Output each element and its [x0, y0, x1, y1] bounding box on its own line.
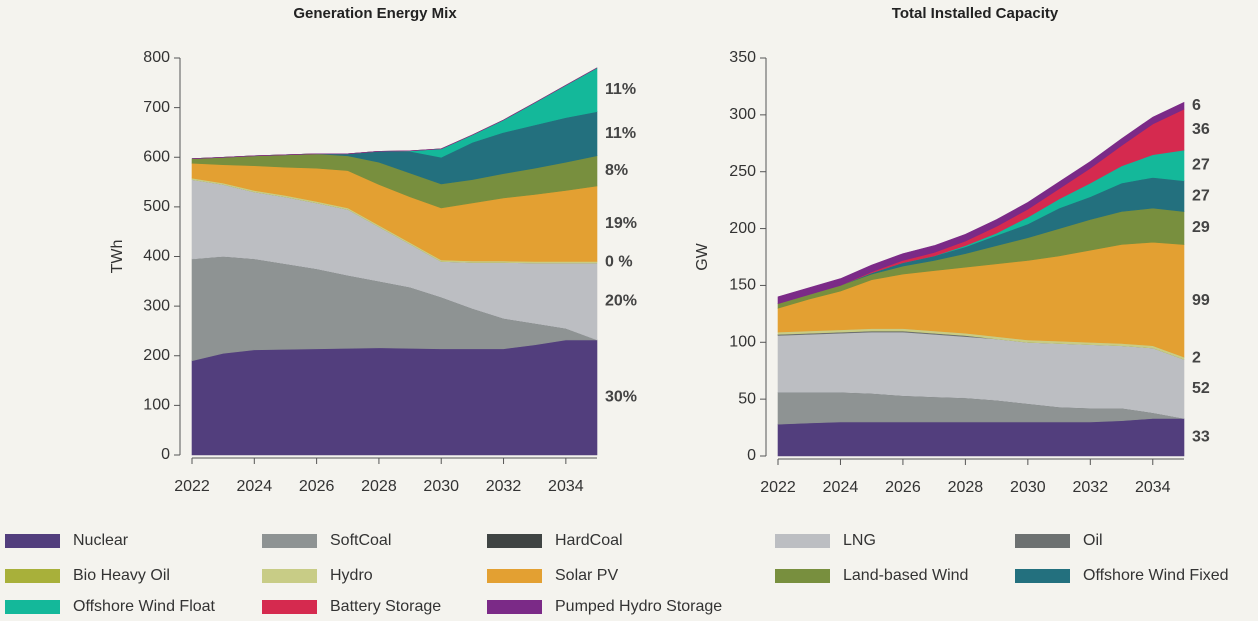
legend-swatch	[5, 569, 60, 583]
y-axis-label: GW	[694, 242, 711, 270]
end-label: 27	[1192, 157, 1210, 174]
y-tick-label: 700	[143, 99, 170, 116]
end-label: 29	[1192, 219, 1210, 236]
y-tick-label: 150	[729, 277, 756, 294]
legend-label: Solar PV	[555, 567, 618, 584]
x-tick-label: 2026	[299, 478, 335, 495]
end-label: 33	[1192, 428, 1210, 445]
legend-swatch	[1015, 534, 1070, 548]
y-tick-label: 0	[161, 446, 170, 463]
chart-title: Total Installed Capacity	[892, 5, 1059, 22]
legend-label: Offshore Wind Float	[73, 598, 216, 615]
legend-label: Oil	[1083, 532, 1103, 549]
end-label: 11%	[605, 81, 636, 98]
y-tick-label: 300	[729, 106, 756, 123]
x-tick-label: 2022	[174, 478, 210, 495]
area	[191, 67, 598, 159]
y-tick-label: 600	[143, 148, 170, 165]
legend-label: Land-based Wind	[843, 567, 968, 584]
y-tick-label: 100	[143, 397, 170, 414]
y-tick-label: 200	[143, 347, 170, 364]
y-axis-label: TWh	[109, 240, 126, 274]
legend-label: Nuclear	[73, 532, 129, 549]
x-tick-label: 2030	[1010, 479, 1046, 496]
legend-label: LNG	[843, 532, 876, 549]
x-tick-label: 2034	[1135, 479, 1171, 496]
end-label: 27	[1192, 187, 1210, 204]
legend-label: Bio Heavy Oil	[73, 567, 170, 584]
area	[777, 101, 1185, 304]
legend-swatch	[1015, 569, 1070, 583]
x-tick-label: 2026	[885, 479, 921, 496]
end-label: 8%	[605, 162, 628, 179]
y-tick-label: 100	[729, 334, 756, 351]
chart-title: Generation Energy Mix	[293, 5, 457, 22]
legend-label: Hydro	[330, 567, 373, 584]
legend-label: SoftCoal	[330, 532, 391, 549]
end-label: 2	[1192, 349, 1201, 366]
legend-swatch	[487, 569, 542, 583]
x-tick-label: 2032	[486, 478, 522, 495]
x-tick-label: 2024	[237, 478, 273, 495]
legend-swatch	[262, 534, 317, 548]
y-tick-label: 50	[738, 390, 756, 407]
x-tick-label: 2028	[361, 478, 397, 495]
area	[777, 418, 1185, 457]
legend-swatch	[775, 534, 830, 548]
end-label: 11%	[605, 125, 636, 142]
y-tick-label: 0	[747, 447, 756, 464]
end-label: 6	[1192, 97, 1201, 114]
y-tick-label: 250	[729, 163, 756, 180]
y-tick-label: 800	[143, 49, 170, 66]
legend-swatch	[262, 569, 317, 583]
x-tick-label: 2032	[1073, 479, 1109, 496]
end-label: 99	[1192, 292, 1210, 309]
legend-swatch	[262, 600, 317, 614]
legend-swatch	[487, 600, 542, 614]
legend-swatch	[5, 534, 60, 548]
x-tick-label: 2028	[948, 479, 984, 496]
x-tick-label: 2034	[548, 478, 584, 495]
end-label: 0 %	[605, 253, 633, 270]
y-tick-label: 300	[143, 297, 170, 314]
legend-swatch	[487, 534, 542, 548]
legend-label: HardCoal	[555, 532, 623, 549]
legend-label: Offshore Wind Fixed	[1083, 567, 1229, 584]
end-label: 19%	[605, 215, 637, 232]
area	[191, 339, 598, 456]
legend-label: Pumped Hydro Storage	[555, 598, 722, 615]
y-tick-label: 200	[729, 220, 756, 237]
end-label: 20%	[605, 293, 637, 310]
x-tick-label: 2024	[823, 479, 859, 496]
x-tick-label: 2022	[760, 479, 796, 496]
end-label: 36	[1192, 121, 1210, 138]
legend-label: Battery Storage	[330, 598, 441, 615]
legend-swatch	[5, 600, 60, 614]
end-label: 52	[1192, 380, 1210, 397]
x-tick-label: 2030	[423, 478, 459, 495]
end-label: 30%	[605, 389, 637, 406]
y-tick-label: 400	[143, 248, 170, 265]
legend-swatch	[775, 569, 830, 583]
y-tick-label: 500	[143, 198, 170, 215]
y-tick-label: 350	[729, 49, 756, 66]
